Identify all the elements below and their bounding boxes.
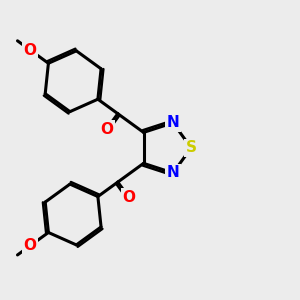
Text: O: O (24, 43, 37, 58)
Text: O: O (100, 122, 113, 136)
Text: O: O (122, 190, 136, 205)
Text: N: N (167, 165, 179, 180)
Text: S: S (186, 140, 197, 155)
Text: N: N (167, 115, 179, 130)
Text: O: O (24, 238, 37, 253)
